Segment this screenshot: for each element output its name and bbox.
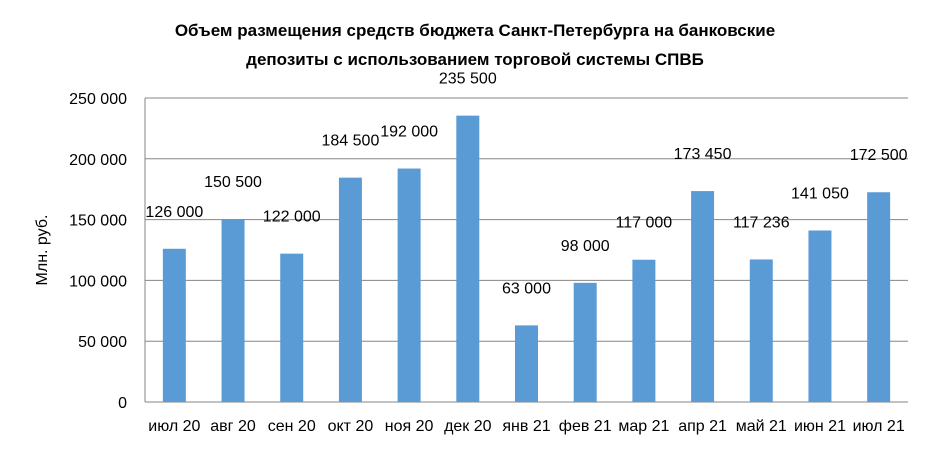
x-tick-label: янв 21 — [502, 418, 550, 435]
x-tick-label: мар 21 — [618, 418, 669, 435]
data-label: 63 000 — [502, 280, 551, 297]
y-tick-label: 100 000 — [69, 273, 127, 290]
bar — [632, 259, 656, 402]
bar — [221, 218, 245, 402]
x-tick-label: авг 20 — [210, 418, 256, 435]
y-tick-label: 0 — [118, 395, 127, 412]
x-tick-label: апр 21 — [678, 418, 727, 435]
x-tick-label: май 21 — [736, 418, 787, 435]
bar — [749, 259, 773, 402]
bar — [573, 282, 597, 402]
data-label: 117 000 — [616, 215, 673, 232]
y-tick-label: 250 000 — [69, 91, 127, 108]
x-tick-label: июн 21 — [794, 418, 846, 435]
x-tick-label: июл 20 — [148, 418, 200, 435]
y-tick-label: 150 000 — [69, 213, 127, 230]
chart-title-line-2: депозиты с использованием торговой систе… — [246, 50, 704, 69]
data-label: 141 050 — [791, 185, 849, 202]
data-label: 192 000 — [380, 124, 438, 141]
bar — [691, 191, 715, 402]
data-label: 235 500 — [439, 71, 497, 88]
x-tick-label: окт 20 — [328, 418, 374, 435]
bar — [162, 248, 186, 402]
x-tick-label: сен 20 — [268, 418, 316, 435]
y-tick-label: 50 000 — [78, 334, 127, 351]
chart-title-line-1: Объем размещения средств бюджета Санкт-П… — [175, 21, 775, 40]
data-label: 98 000 — [561, 238, 610, 255]
data-label: 172 500 — [850, 147, 908, 164]
bar — [808, 230, 832, 402]
x-tick-label: фев 21 — [559, 418, 612, 435]
bar — [515, 325, 538, 402]
data-label: 126 000 — [145, 204, 203, 221]
y-axis-label: Млн. руб. — [34, 215, 51, 286]
bar — [397, 168, 421, 402]
bar — [280, 253, 304, 402]
bar — [456, 115, 480, 402]
data-label: 117 236 — [733, 214, 790, 231]
bar — [338, 177, 362, 402]
bar — [867, 192, 891, 402]
data-label: 173 450 — [674, 146, 732, 163]
data-label: 122 000 — [263, 209, 321, 226]
data-label: 150 500 — [204, 174, 262, 191]
x-tick-label: июл 21 — [853, 418, 905, 435]
y-tick-label: 200 000 — [69, 152, 127, 169]
data-label: 184 500 — [322, 133, 380, 150]
x-tick-label: дек 20 — [444, 418, 492, 435]
x-tick-label: ноя 20 — [385, 418, 434, 435]
